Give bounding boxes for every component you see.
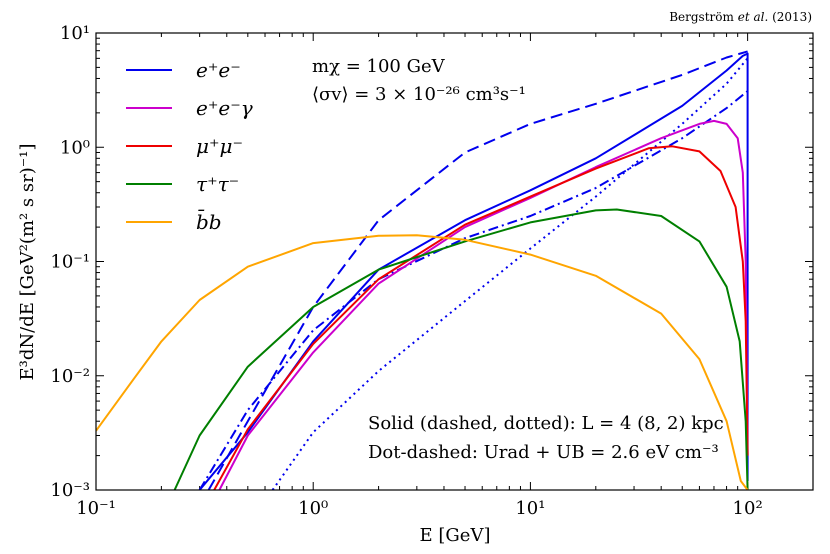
annotation-line-style: Solid (dashed, dotted): L = 4 (8, 2) kpc <box>368 413 724 434</box>
legend-label: τ⁺τ⁻ <box>196 172 239 196</box>
annotation-cross-section: ⟨σv⟩ = 3 × 10⁻²⁶ cm³s⁻¹ <box>312 84 526 105</box>
series-line-2 <box>271 57 749 490</box>
y-tick-label: 10⁻² <box>50 366 90 387</box>
legend-label: μ⁺μ⁻ <box>196 134 243 158</box>
series-line-4 <box>218 119 749 490</box>
x-tick-label: 10⁻¹ <box>76 498 116 519</box>
series-line-5 <box>213 145 749 490</box>
annotation-mass: mχ = 100 GeV <box>312 56 446 77</box>
credit-author: Bergström <box>669 10 734 24</box>
credit-year: (2013) <box>772 10 812 24</box>
x-tick-label: 10⁰ <box>298 498 328 519</box>
credit-etal: et al. <box>737 10 769 24</box>
y-tick-label: 10⁻³ <box>50 480 90 501</box>
plot-frame <box>95 32 814 491</box>
figure-credit: Bergström et al. (2013) <box>669 10 812 24</box>
legend-label: e⁺e⁻ <box>196 58 241 82</box>
y-tick-label: 10⁰ <box>60 137 90 158</box>
plot-region <box>96 50 749 490</box>
y-tick-label: 10¹ <box>60 23 90 44</box>
series-layer <box>96 50 749 490</box>
ticks-layer: 10⁻¹ 10⁰ 10¹ 10² 10⁻³ 10⁻² 10⁻¹ 10⁰ 10¹ <box>50 23 814 519</box>
series-line-6 <box>173 208 749 490</box>
y-axis-label: E³dN/dE [GeV²(m² s sr)⁻¹] <box>17 144 38 381</box>
series-line-7 <box>96 234 749 490</box>
legend-label: b̄b <box>196 209 222 234</box>
annotation-dot-dashed: Dot-dashed: Urad + UB = 2.6 eV cm⁻³ <box>368 442 719 463</box>
legend: e⁺e⁻ e⁺e⁻γ μ⁺μ⁻ τ⁺τ⁻ b̄b <box>126 58 253 234</box>
series-line-1 <box>207 50 748 490</box>
y-tick-label: 10⁻¹ <box>50 252 90 273</box>
x-tick-label: 10² <box>733 498 763 519</box>
legend-label: e⁺e⁻γ <box>196 96 253 120</box>
x-tick-label: 10¹ <box>515 498 545 519</box>
x-axis-label: E [GeV] <box>420 525 491 546</box>
